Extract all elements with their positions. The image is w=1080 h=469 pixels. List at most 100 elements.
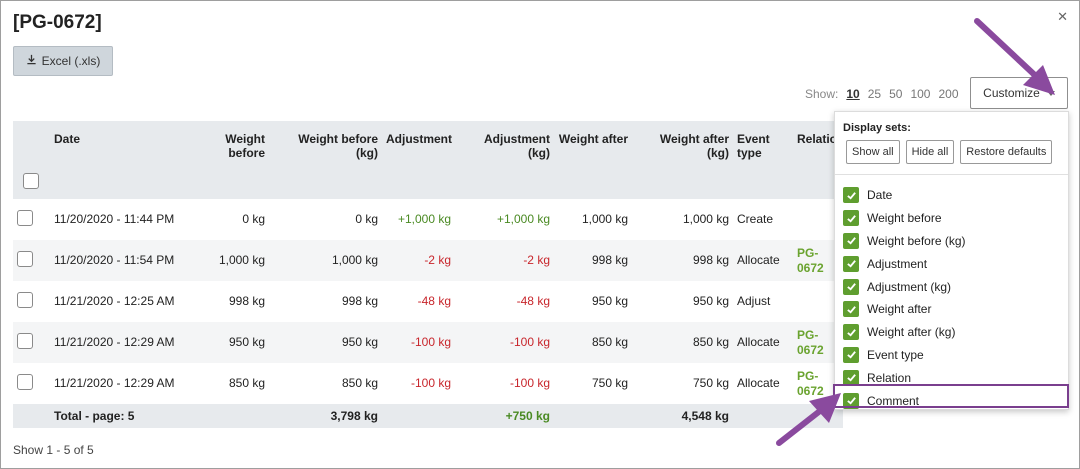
column-toggle-weight-after-kg[interactable]: Weight after (kg) (843, 321, 966, 344)
table-total-row: Total - page: 5 3,798 kg +750 kg 4,548 k… (13, 404, 843, 428)
table-row: 11/20/2020 - 11:54 PM 1,000 kg 1,000 kg … (13, 240, 843, 281)
column-toggle-relation[interactable]: Relation (843, 366, 966, 389)
total-label: Total - page: 5 (54, 408, 135, 423)
row-checkbox[interactable] (17, 373, 33, 390)
cell-event-type: Adjust (737, 294, 771, 308)
excel-export-label: Excel (.xls) (41, 54, 101, 68)
cell-event-type: Create (737, 212, 774, 226)
row-checkbox[interactable] (17, 291, 33, 308)
header-event-type[interactable]: Event type (737, 132, 770, 160)
page-size-50[interactable]: 50 (889, 87, 903, 101)
cell-adjustment: -100 kg (410, 335, 451, 349)
cell-date: 11/21/2020 - 12:29 AM (54, 335, 175, 349)
row-checkbox[interactable] (17, 250, 33, 267)
show-all-button[interactable]: Show all (846, 140, 900, 164)
pagination-summary: Show 1 - 5 of 5 (13, 443, 94, 457)
cell-event-type: Allocate (737, 376, 780, 390)
page-size-25[interactable]: 25 (867, 87, 882, 101)
column-toggle-weight-before-kg[interactable]: Weight before (kg) (843, 230, 966, 253)
header-adjustment[interactable]: Adjustment (386, 132, 452, 146)
header-select (13, 121, 50, 199)
header-weight-before[interactable]: Weight before (225, 132, 265, 160)
close-icon[interactable]: ✕ (1057, 9, 1068, 24)
header-weight-after[interactable]: Weight after (558, 132, 628, 146)
cell-weight-before: 950 kg (228, 335, 265, 349)
cell-weight-before: 850 kg (228, 376, 265, 390)
checkbox-checked-icon (843, 346, 859, 363)
table-header-row: Date Weight before Weight before (kg) Ad… (13, 121, 845, 199)
cell-relation[interactable]: PG-0672 (797, 327, 824, 357)
cell-adjustment-kg: -100 kg (509, 376, 550, 390)
checkbox-checked-icon (843, 232, 859, 249)
select-all-checkbox[interactable] (23, 173, 39, 189)
cell-weight-after: 750 kg (591, 376, 628, 390)
header-date[interactable]: Date (54, 132, 81, 146)
cell-adjustment: +1,000 kg (397, 212, 451, 226)
cell-adjustment: -48 kg (417, 294, 451, 308)
checkbox-checked-icon (843, 210, 859, 227)
cell-weight-after: 998 kg (591, 253, 628, 267)
cell-adjustment: -2 kg (424, 253, 451, 267)
cell-date: 11/20/2020 - 11:44 PM (54, 212, 175, 226)
cell-weight-after: 950 kg (591, 294, 628, 308)
column-toggle-adjustment[interactable]: Adjustment (843, 252, 966, 275)
hide-all-button[interactable]: Hide all (905, 140, 955, 164)
checkbox-checked-icon (843, 392, 859, 409)
row-checkbox[interactable] (17, 209, 33, 226)
column-toggle-weight-after[interactable]: Weight after (843, 298, 966, 321)
cell-adjustment-kg: +1,000 kg (496, 212, 550, 226)
row-select (13, 281, 50, 322)
page-title: [PG-0672] (13, 12, 102, 33)
history-table: Date Weight before Weight before (kg) Ad… (13, 121, 845, 428)
cell-adjustment: -100 kg (410, 376, 451, 390)
cell-event-type: Allocate (737, 335, 780, 349)
table-row: 11/21/2020 - 12:29 AM 850 kg 850 kg -100… (13, 363, 843, 404)
customize-button[interactable]: Customize (970, 77, 1068, 109)
checkbox-checked-icon (843, 278, 859, 295)
total-adjustment-kg: +750 kg (505, 408, 550, 423)
total-weight-after-kg: 4,548 kg (681, 408, 729, 423)
cell-weight-before-kg: 0 kg (355, 212, 378, 226)
cell-weight-before: 998 kg (228, 294, 265, 308)
cell-event-type: Allocate (737, 253, 780, 267)
cell-date: 11/21/2020 - 12:25 AM (54, 294, 175, 308)
cell-weight-after-kg: 950 kg (692, 294, 729, 308)
header-relation[interactable]: Relation (797, 132, 845, 146)
cell-weight-before: 0 kg (242, 212, 265, 226)
column-toggle-weight-before[interactable]: Weight before (843, 207, 966, 230)
column-toggle-date[interactable]: Date (843, 184, 966, 207)
download-icon (26, 54, 37, 68)
cell-adjustment-kg: -48 kg (516, 294, 550, 308)
header-adjustment-kg[interactable]: Adjustment (kg) (484, 132, 550, 160)
checkbox-checked-icon (843, 369, 859, 386)
cell-adjustment-kg: -100 kg (509, 335, 550, 349)
table-row: 11/21/2020 - 12:29 AM 950 kg 950 kg -100… (13, 322, 843, 363)
column-toggle-comment[interactable]: Comment (843, 389, 966, 412)
column-toggle-event-type[interactable]: Event type (843, 344, 966, 367)
cell-weight-after-kg: 1,000 kg (682, 212, 729, 226)
row-select (13, 322, 50, 363)
row-checkbox[interactable] (17, 332, 33, 349)
page-size-10[interactable]: 10 (846, 87, 860, 101)
header-weight-before-kg[interactable]: Weight before (kg) (298, 132, 378, 160)
page-size-100[interactable]: 100 (910, 87, 931, 101)
cell-weight-after-kg: 850 kg (692, 335, 729, 349)
row-select (13, 240, 50, 281)
header-weight-after-kg[interactable]: Weight after (kg) (659, 132, 729, 160)
cell-date: 11/21/2020 - 12:29 AM (54, 376, 175, 390)
cell-weight-after-kg: 750 kg (692, 376, 729, 390)
cell-weight-after: 1,000 kg (581, 212, 628, 226)
divider (835, 174, 1068, 175)
column-toggle-adjustment-kg[interactable]: Adjustment (kg) (843, 275, 966, 298)
restore-defaults-button[interactable]: Restore defaults (960, 140, 1053, 164)
cell-weight-before-kg: 998 kg (341, 294, 378, 308)
checkbox-checked-icon (843, 255, 859, 272)
page-size-200[interactable]: 200 (938, 87, 959, 101)
display-sets-title: Display sets: (843, 122, 911, 134)
cell-adjustment-kg: -2 kg (523, 253, 550, 267)
checkbox-checked-icon (843, 187, 859, 204)
page-size-selector: Show: 10 25 50 100 200 (805, 87, 959, 101)
cell-date: 11/20/2020 - 11:54 PM (54, 253, 175, 267)
excel-export-button[interactable]: Excel (.xls) (13, 46, 113, 76)
cell-relation[interactable]: PG-0672 (797, 245, 824, 275)
